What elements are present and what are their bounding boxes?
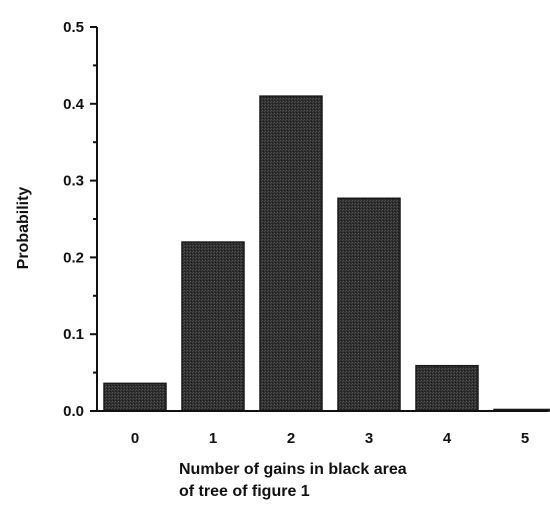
x-axis-title-line-2: of tree of figure 1 [179,483,310,500]
bar [103,382,167,412]
bars [103,95,550,412]
x-tick-label: 2 [287,430,295,447]
x-tick-label: 1 [209,430,217,447]
bar [259,95,323,412]
y-tick-label: 0.1 [63,326,84,343]
x-tick-label: 0 [131,430,139,447]
x-tick-label: 4 [443,430,452,447]
bar [337,197,401,412]
y-tick-label: 0.0 [63,403,84,420]
bar [415,364,479,412]
x-tick-label: 3 [365,430,373,447]
y-tick-label: 0.5 [63,19,84,36]
x-axis-title-line-1: Number of gains in black area [179,461,407,478]
x-tick-label: 5 [521,430,529,447]
y-axis-title: Probability [15,187,32,270]
x-ticks: 0 1 2 3 4 5 [131,430,529,447]
y-ticks: 0.0 0.1 0.2 0.3 0.4 0.5 [63,19,97,420]
y-tick-label: 0.2 [63,249,84,266]
bar [181,241,245,412]
y-tick-label: 0.3 [63,173,84,190]
y-tick-label: 0.4 [63,96,85,113]
